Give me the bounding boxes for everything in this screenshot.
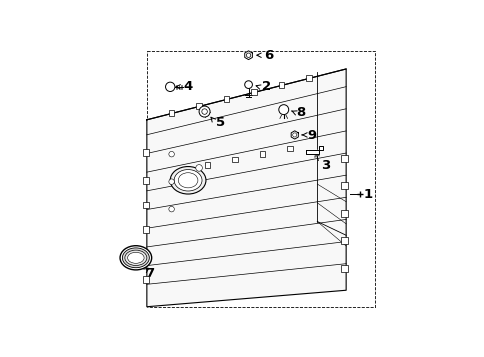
Bar xyxy=(142,202,149,208)
Bar xyxy=(231,157,237,162)
Circle shape xyxy=(168,206,174,212)
Ellipse shape xyxy=(170,166,206,194)
Circle shape xyxy=(165,82,175,91)
Text: 1: 1 xyxy=(363,187,372,201)
Circle shape xyxy=(196,165,202,171)
Polygon shape xyxy=(147,69,346,307)
Polygon shape xyxy=(306,146,322,154)
Circle shape xyxy=(278,105,288,115)
Circle shape xyxy=(168,179,174,185)
Circle shape xyxy=(201,109,207,114)
Text: 6: 6 xyxy=(263,49,272,62)
Ellipse shape xyxy=(127,252,144,263)
Bar xyxy=(278,82,284,87)
Bar xyxy=(142,226,149,233)
Text: 9: 9 xyxy=(306,129,316,142)
Circle shape xyxy=(292,133,296,137)
Bar xyxy=(341,210,347,217)
Bar xyxy=(341,182,347,189)
Text: 5: 5 xyxy=(215,116,224,129)
Bar xyxy=(142,276,149,282)
Text: 8: 8 xyxy=(296,106,305,120)
Circle shape xyxy=(168,151,174,157)
Ellipse shape xyxy=(174,170,202,191)
Bar xyxy=(341,237,347,244)
Bar xyxy=(251,89,257,95)
Ellipse shape xyxy=(178,173,197,188)
Text: 3: 3 xyxy=(320,159,329,172)
Bar xyxy=(341,265,347,272)
Polygon shape xyxy=(244,51,252,60)
Bar xyxy=(306,75,311,81)
Circle shape xyxy=(198,106,210,117)
Bar xyxy=(142,177,149,183)
Bar xyxy=(223,96,229,102)
Ellipse shape xyxy=(120,246,151,270)
Bar xyxy=(259,151,265,157)
Bar xyxy=(204,162,210,168)
Circle shape xyxy=(244,81,252,89)
Text: 2: 2 xyxy=(262,80,271,93)
Bar xyxy=(168,110,174,116)
Bar xyxy=(142,150,149,156)
Ellipse shape xyxy=(122,248,149,268)
Bar xyxy=(142,251,149,258)
Text: 7: 7 xyxy=(145,267,154,280)
Bar xyxy=(341,155,347,162)
Bar xyxy=(196,102,201,109)
Text: 4: 4 xyxy=(183,80,192,93)
Ellipse shape xyxy=(124,250,147,266)
Bar xyxy=(287,146,292,151)
Circle shape xyxy=(246,53,250,57)
Polygon shape xyxy=(290,131,298,139)
